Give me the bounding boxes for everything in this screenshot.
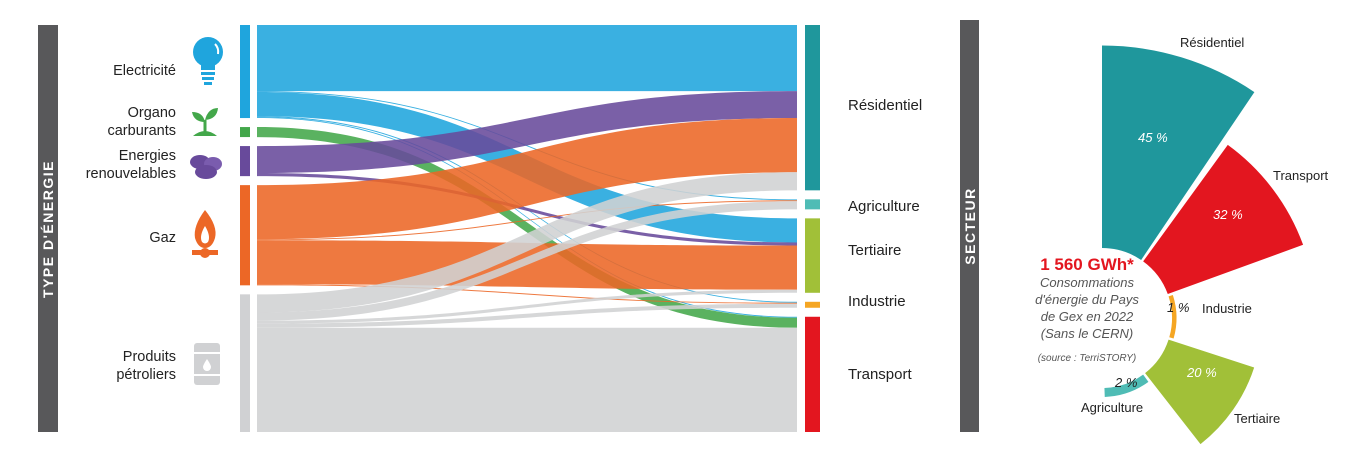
data-source: (source : TerriSTORY) (1037, 353, 1137, 364)
total-consumption: 1 560 GWh* (1040, 255, 1134, 274)
radial-sector-tertiaire (1145, 339, 1255, 445)
radial-label-residentiel: Résidentiel (1180, 35, 1245, 50)
gas-flame-icon (190, 208, 220, 265)
target-node-res (805, 25, 820, 191)
radial-label-transport: Transport (1273, 168, 1329, 183)
oil-barrel-icon (192, 340, 222, 393)
pct-transport: 32 % (1213, 207, 1243, 222)
subtitle-line: d'énergie du Pays (1035, 292, 1139, 307)
source-node-enr (240, 146, 250, 177)
pct-industrie: 1 % (1167, 300, 1190, 315)
lightbulb-icon (190, 36, 226, 91)
target-node-ind (805, 301, 820, 308)
pct-residentiel: 45 % (1138, 130, 1168, 145)
target-label-residentiel: Résidentiel (848, 97, 923, 114)
source-node-organo (240, 127, 250, 138)
flow-elec-to-trans (257, 117, 797, 318)
source-node-elec (240, 25, 250, 119)
radial-sector-résidentiel (1102, 45, 1255, 260)
flow-gaz-to-ter (257, 240, 797, 290)
source-node-petrol (240, 294, 250, 432)
subtitle-line: (Sans le CERN) (1040, 326, 1134, 341)
target-node-trans (805, 316, 820, 432)
flow-petrol-to-agri (257, 201, 797, 321)
flow-elec-to-res (257, 25, 797, 92)
source-label-energies-renouvelables: Energies renouvelables (85, 148, 176, 182)
target-label-industrie: Industrie (848, 293, 906, 310)
energy-type-axis-bar: TYPE D'ÉNERGIE (38, 25, 58, 432)
sprout-icon (190, 106, 220, 141)
flow-petrol-to-trans (257, 327, 797, 432)
target-label-transport: Transport (848, 366, 912, 383)
source-node-gaz (240, 185, 250, 286)
total-summary: 1 560 GWh* Consommations d'énergie du Pa… (1012, 256, 1162, 367)
pct-agriculture: 2 % (1115, 375, 1138, 390)
radial-sector-industrie (1168, 294, 1177, 339)
source-label-organo-carburants: Organo carburants (107, 105, 176, 139)
wood-pellets-icon (188, 152, 224, 187)
subtitle-line: de Gex en 2022 (1040, 309, 1134, 324)
target-label-tertiaire: Tertiaire (848, 242, 902, 259)
flow-gaz-to-res (257, 118, 797, 240)
flow-elec-to-agri (257, 91, 797, 201)
flow-gaz-to-agri (257, 200, 797, 241)
radial-label-agriculture: Agriculture (1081, 400, 1144, 415)
sector-axis-bar: SECTEUR (960, 20, 979, 432)
radial-label-tertiaire: Tertiaire (1234, 411, 1281, 426)
radial-label-industrie: Industrie (1202, 301, 1252, 316)
radial-sector-transport (1143, 144, 1304, 295)
source-label-electricite: Electricité (113, 63, 176, 79)
source-label-gaz: Gaz (149, 230, 176, 246)
target-node-ter (805, 218, 820, 293)
flow-petrol-to-ind (257, 303, 797, 328)
source-label-produits-petroliers: Produits pétroliers (116, 349, 176, 383)
target-label-agriculture: Agriculture (848, 198, 920, 215)
flow-petrol-to-res (257, 172, 797, 313)
flow-petrol-to-ter (257, 289, 797, 324)
flow-enr-to-ter (257, 173, 797, 246)
flow-gaz-to-ind (257, 284, 797, 304)
radial-sector-agriculture (1104, 374, 1149, 397)
flow-enr-to-res (257, 91, 797, 174)
target-node-agri (805, 199, 820, 210)
flow-organo-to-trans (257, 127, 797, 328)
subtitle-line: Consommations (1040, 275, 1134, 290)
pct-tertiaire: 20 % (1187, 365, 1217, 380)
